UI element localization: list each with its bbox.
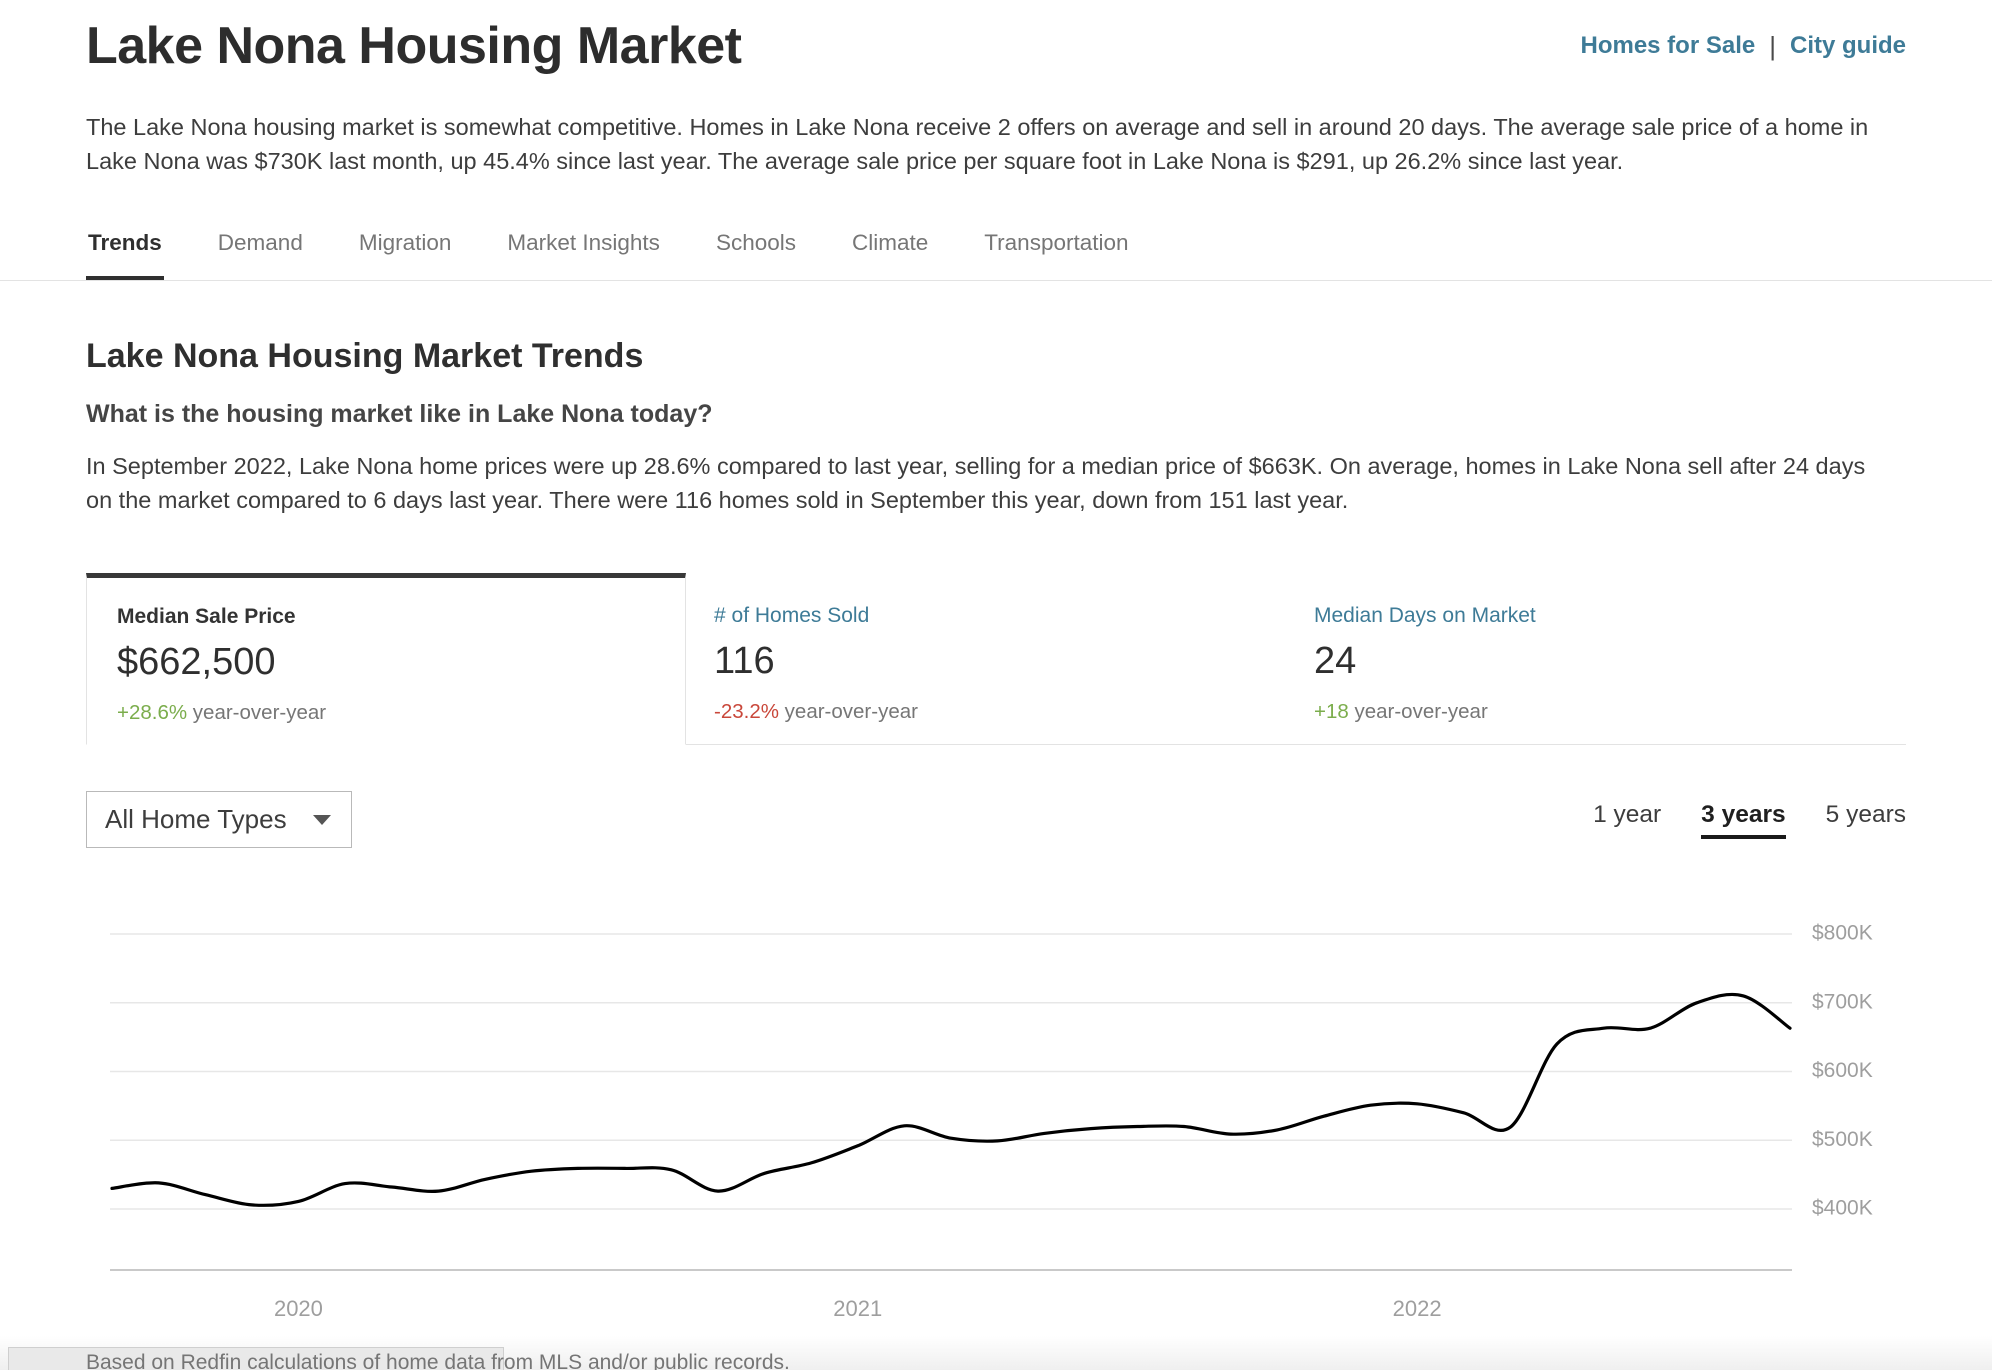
tab-transportation[interactable]: Transportation [982,224,1130,280]
svg-text:2020: 2020 [274,1296,323,1321]
tab-market-insights[interactable]: Market Insights [505,224,662,280]
chevron-down-icon [312,814,331,825]
tab-demand[interactable]: Demand [216,224,305,280]
card-median-sale-price[interactable]: Median Sale Price $662,500 +28.6% year-o… [86,573,686,745]
header-links: Homes for Sale | City guide [1580,31,1906,62]
trends-summary-text: In September 2022, Lake Nona home prices… [86,453,1866,513]
median-sale-price-chart: $800K $700K $600K $500K $400K 2020 2021 2022 [0,878,1992,1338]
card-yoy: +28.6% year-over-year [117,701,685,725]
range-5-years[interactable]: 5 years [1826,801,1906,839]
tab-trends[interactable]: Trends [86,224,164,280]
range-1-year[interactable]: 1 year [1593,801,1661,839]
svg-text:$500K: $500K [1812,1128,1873,1151]
card-median-days-on-market[interactable]: Median Days on Market 24 +18 year-over-y… [1286,573,1906,744]
yoy-suffix: year-over-year [778,700,918,723]
time-range-selector: 1 year 3 years 5 years [1593,801,1906,839]
stat-cards: Median Sale Price $662,500 +28.6% year-o… [86,573,1906,745]
home-type-dropdown-value: All Home Types [105,804,287,834]
home-type-dropdown[interactable]: All Home Types [86,791,352,848]
card-homes-sold[interactable]: # of Homes Sold 116 -23.2% year-over-yea… [686,573,1286,744]
page-header: Lake Nona Housing Market Homes for Sale … [86,0,1906,76]
card-value: $662,500 [117,641,276,683]
homes-for-sale-link[interactable]: Homes for Sale [1580,32,1756,59]
card-label: Median Sale Price [117,605,296,628]
range-3-years[interactable]: 3 years [1701,801,1786,839]
trends-question: What is the housing market like in Lake … [86,400,713,428]
card-label: # of Homes Sold [714,604,870,627]
svg-text:$400K: $400K [1812,1197,1873,1220]
market-summary-text: The Lake Nona housing market is somewhat… [86,114,1869,174]
svg-text:2021: 2021 [833,1296,882,1321]
yoy-suffix: year-over-year [187,701,327,724]
svg-text:$700K: $700K [1812,990,1873,1013]
svg-text:2022: 2022 [1393,1296,1442,1321]
yoy-delta: +18 [1314,700,1349,723]
card-yoy: +18 year-over-year [1314,700,1906,724]
link-separator: | [1769,30,1776,61]
tab-schools[interactable]: Schools [714,224,798,280]
tab-climate[interactable]: Climate [850,224,930,280]
card-label: Median Days on Market [1314,604,1536,627]
line-chart-canvas: $800K $700K $600K $500K $400K 2020 2021 2022 [110,922,1873,1321]
yoy-delta: +28.6% [117,701,188,724]
svg-text:$800K: $800K [1812,922,1873,945]
city-guide-link[interactable]: City guide [1789,32,1906,59]
data-source-disclaimer: Based on Redfin calculations of home dat… [86,1351,790,1370]
svg-text:$600K: $600K [1812,1059,1873,1082]
yoy-suffix: year-over-year [1348,700,1488,723]
card-value: 116 [714,640,775,682]
chart-controls: All Home Types 1 year 3 years 5 years [86,791,1906,848]
footer-box [8,1347,504,1370]
card-yoy: -23.2% year-over-year [714,700,1286,724]
card-value: 24 [1314,640,1357,682]
yoy-delta: -23.2% [714,700,779,723]
section-tabs: Trends Demand Migration Market Insights … [0,224,1992,281]
page-title: Lake Nona Housing Market [86,17,742,75]
tab-migration[interactable]: Migration [357,224,454,280]
trends-heading: Lake Nona Housing Market Trends [86,337,644,375]
